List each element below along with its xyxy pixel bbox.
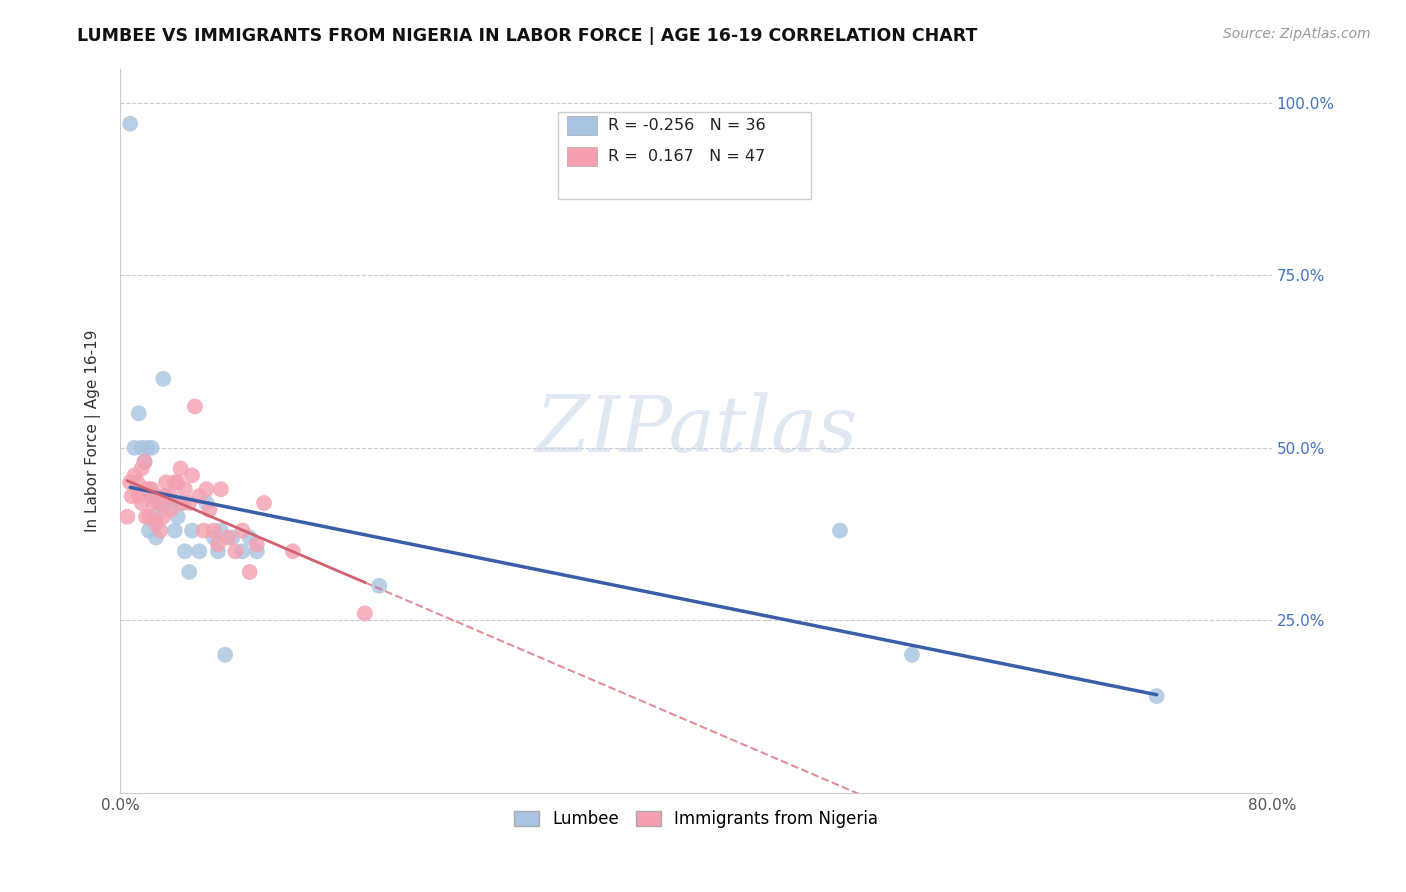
Y-axis label: In Labor Force | Age 16-19: In Labor Force | Age 16-19 xyxy=(86,329,101,532)
Point xyxy=(828,524,851,538)
Point xyxy=(207,544,229,558)
Point xyxy=(173,544,195,558)
FancyBboxPatch shape xyxy=(567,147,598,166)
Point xyxy=(117,509,139,524)
Text: ZIPatlas: ZIPatlas xyxy=(534,392,858,468)
Legend: Lumbee, Immigrants from Nigeria: Lumbee, Immigrants from Nigeria xyxy=(508,804,884,835)
Point xyxy=(195,482,218,496)
Point xyxy=(193,524,215,538)
Point xyxy=(136,441,159,455)
Point xyxy=(184,400,207,414)
Point xyxy=(152,489,174,503)
Point xyxy=(120,117,142,131)
Point xyxy=(179,565,201,579)
Point xyxy=(170,496,193,510)
Point xyxy=(198,503,221,517)
Point xyxy=(138,524,160,538)
Point xyxy=(209,524,232,538)
Point xyxy=(148,496,170,510)
Point xyxy=(155,475,177,490)
Point xyxy=(145,531,167,545)
Point xyxy=(202,531,225,545)
Point xyxy=(224,544,246,558)
Point xyxy=(207,537,229,551)
Point xyxy=(149,524,172,538)
Point xyxy=(209,482,232,496)
Point xyxy=(131,496,153,510)
Point xyxy=(231,524,253,538)
Text: R =  0.167   N = 47: R = 0.167 N = 47 xyxy=(609,149,766,164)
Point xyxy=(166,475,188,490)
Point xyxy=(141,482,163,496)
Point xyxy=(217,531,239,545)
Point xyxy=(124,441,146,455)
Point xyxy=(159,489,181,503)
Point xyxy=(179,496,201,510)
Point xyxy=(166,509,188,524)
Point xyxy=(163,524,186,538)
Point xyxy=(128,406,150,420)
Point xyxy=(148,496,170,510)
Point xyxy=(135,482,157,496)
Point xyxy=(231,544,253,558)
FancyBboxPatch shape xyxy=(558,112,811,199)
Point xyxy=(131,461,153,475)
Point xyxy=(1146,689,1168,703)
Point xyxy=(135,509,157,524)
Point xyxy=(901,648,924,662)
Point xyxy=(221,531,243,545)
Text: R = -0.256   N = 36: R = -0.256 N = 36 xyxy=(609,119,766,133)
Point xyxy=(155,489,177,503)
Point xyxy=(152,509,174,524)
Point xyxy=(138,509,160,524)
Point xyxy=(145,516,167,531)
Point xyxy=(239,531,262,545)
Point xyxy=(159,496,181,510)
Point xyxy=(253,496,276,510)
Text: Source: ZipAtlas.com: Source: ZipAtlas.com xyxy=(1223,27,1371,41)
Point xyxy=(202,524,225,538)
Point xyxy=(127,475,149,490)
Point xyxy=(188,544,211,558)
Point xyxy=(195,496,218,510)
Point xyxy=(170,496,193,510)
Text: LUMBEE VS IMMIGRANTS FROM NIGERIA IN LABOR FORCE | AGE 16-19 CORRELATION CHART: LUMBEE VS IMMIGRANTS FROM NIGERIA IN LAB… xyxy=(77,27,977,45)
Point xyxy=(124,468,146,483)
Point xyxy=(246,544,269,558)
Point xyxy=(181,524,204,538)
Point xyxy=(281,544,304,558)
Point xyxy=(169,461,191,475)
Point xyxy=(246,537,269,551)
Point xyxy=(141,489,163,503)
Point xyxy=(188,489,211,503)
Point xyxy=(152,496,174,510)
FancyBboxPatch shape xyxy=(567,116,598,136)
Point xyxy=(134,455,156,469)
Point xyxy=(131,441,153,455)
Point xyxy=(163,475,186,490)
Point xyxy=(159,503,181,517)
Point xyxy=(141,441,163,455)
Point xyxy=(120,475,142,490)
Point xyxy=(145,509,167,524)
Point xyxy=(134,455,156,469)
Point xyxy=(145,489,167,503)
Point xyxy=(128,489,150,503)
Point xyxy=(239,565,262,579)
Point xyxy=(152,372,174,386)
Point xyxy=(181,468,204,483)
Point xyxy=(368,579,391,593)
Point xyxy=(173,482,195,496)
Point xyxy=(214,648,236,662)
Point xyxy=(138,482,160,496)
Point xyxy=(142,496,165,510)
Point xyxy=(353,607,375,621)
Point xyxy=(121,489,143,503)
